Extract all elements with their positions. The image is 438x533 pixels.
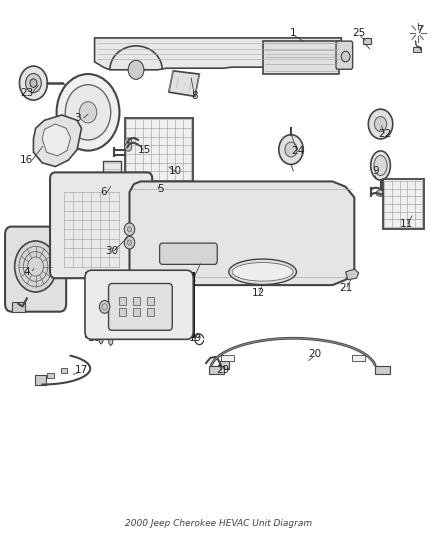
Circle shape [30,79,37,87]
Text: 15: 15 [138,144,152,155]
Text: 25: 25 [352,28,365,38]
Text: 29: 29 [217,365,230,375]
Ellipse shape [229,259,297,285]
Text: 9: 9 [373,166,379,176]
Circle shape [102,304,107,310]
Bar [147,308,153,316]
FancyBboxPatch shape [85,270,193,340]
Text: 16: 16 [20,155,34,165]
Text: 30: 30 [106,246,119,255]
Circle shape [128,60,144,79]
Text: 2000 Jeep Cherokee HEVAC Unit Diagram: 2000 Jeep Cherokee HEVAC Unit Diagram [125,519,313,528]
Bar [221,355,234,361]
Bar [103,161,121,193]
Text: 5: 5 [157,184,163,195]
Text: 14: 14 [112,309,125,319]
Circle shape [127,227,132,232]
Text: 18: 18 [88,333,101,343]
Polygon shape [99,335,104,344]
Bar [60,368,67,373]
Ellipse shape [374,156,387,175]
Polygon shape [130,181,354,285]
Text: 19: 19 [188,333,201,343]
Polygon shape [169,71,199,96]
Bar [35,375,46,384]
Bar [413,47,421,52]
Polygon shape [42,124,71,156]
Bar [86,273,193,336]
Circle shape [99,301,110,313]
Bar [263,41,339,74]
Text: 23: 23 [20,88,34,98]
Text: 10: 10 [169,166,182,176]
Text: 1: 1 [290,28,297,38]
Circle shape [19,66,47,100]
Text: 17: 17 [75,365,88,375]
Bar [219,361,229,368]
Bar [363,38,371,44]
Circle shape [279,135,303,165]
Polygon shape [33,115,81,166]
Circle shape [124,223,135,236]
Circle shape [285,142,297,157]
Bar [147,297,153,305]
Bar [12,302,25,312]
Bar [375,367,390,374]
FancyBboxPatch shape [159,243,217,264]
Text: 22: 22 [378,128,392,139]
Bar [208,367,224,374]
Circle shape [374,117,387,132]
Bar [383,179,424,229]
Bar [352,355,365,361]
Text: 12: 12 [252,288,265,298]
Text: 11: 11 [400,219,413,229]
Bar [119,308,126,316]
FancyBboxPatch shape [150,181,169,195]
Circle shape [368,109,393,139]
Ellipse shape [371,151,390,180]
Circle shape [125,143,132,151]
Circle shape [341,51,350,62]
Circle shape [125,138,132,147]
Polygon shape [346,269,359,280]
Text: 8: 8 [192,91,198,101]
Text: 3: 3 [74,112,81,123]
Bar [133,297,140,305]
Circle shape [127,240,132,245]
Circle shape [14,241,57,292]
Text: 7: 7 [417,25,423,35]
Circle shape [25,74,41,93]
Bar [47,373,54,378]
Text: 13: 13 [184,275,197,285]
FancyBboxPatch shape [5,227,66,312]
FancyBboxPatch shape [50,172,152,278]
Text: 6: 6 [100,187,106,197]
Circle shape [65,85,111,140]
Text: 4: 4 [24,267,30,277]
Text: 24: 24 [291,146,304,156]
Circle shape [124,236,135,249]
Bar [125,118,193,181]
FancyBboxPatch shape [336,41,353,69]
Circle shape [57,74,120,151]
Bar [133,308,140,316]
Polygon shape [108,336,113,346]
Ellipse shape [232,263,293,281]
Polygon shape [95,38,341,70]
Ellipse shape [376,190,385,196]
Text: 21: 21 [339,283,352,293]
Bar [119,297,126,305]
Circle shape [79,102,97,123]
FancyBboxPatch shape [109,284,172,330]
Text: 20: 20 [308,349,321,359]
